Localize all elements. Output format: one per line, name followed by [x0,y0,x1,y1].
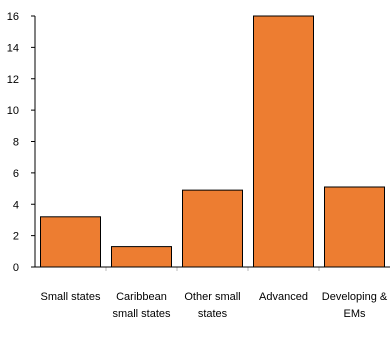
x-category-label-line: Advanced [259,291,308,303]
x-category-label-line: Other small [184,291,240,303]
x-category-label: Small states [41,291,101,303]
x-axis-labels: Small states Caribbean small states Other s… [41,267,388,320]
x-category-label: Caribbean small states [112,291,171,320]
y-axis-ticks: 0 2 4 6 8 10 12 14 16 [7,11,35,274]
y-tick-label: 8 [13,137,19,149]
x-category-label: Developing & EMs [322,291,388,320]
y-tick-label: 16 [7,11,19,23]
x-category-label: Advanced [259,291,308,303]
bar [40,216,101,268]
bar [182,189,243,268]
bar [253,15,314,268]
y-tick-label: 14 [7,42,19,54]
x-category-label-line: Caribbean [116,291,167,303]
y-tick-label: 6 [13,168,19,180]
x-category-label-line: small states [112,308,171,320]
y-tick-label: 12 [7,74,19,86]
x-category-label: Other small states [184,291,240,320]
x-category-label-line: EMs [344,308,367,320]
x-category-label-line: Developing & [322,291,388,303]
y-tick-label: 4 [13,199,19,211]
y-tick-label: 2 [13,231,19,243]
x-category-label-line: Small states [41,291,101,303]
x-category-label-line: states [198,308,228,320]
bar [111,246,172,268]
y-tick-label: 10 [7,105,19,117]
bar [324,186,385,268]
bars [40,15,385,268]
y-tick-label: 0 [13,262,19,274]
